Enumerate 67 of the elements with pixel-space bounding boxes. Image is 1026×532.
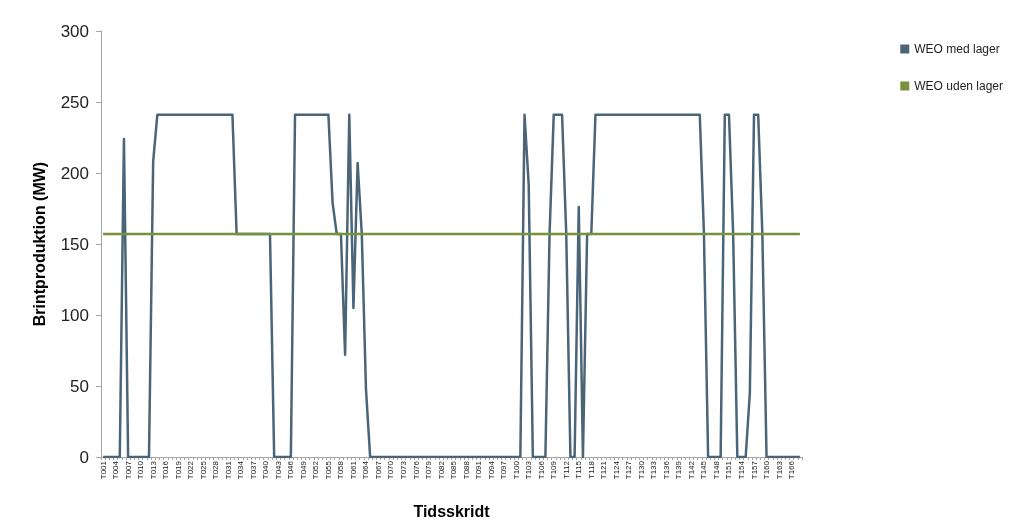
x-tick-label: T097	[499, 460, 509, 480]
x-tick-label: T052	[311, 460, 321, 480]
x-tick-label: T004	[111, 460, 121, 480]
x-tick-label: T154	[737, 460, 746, 480]
x-tick-label: T100	[511, 460, 521, 480]
x-tick-label: T067	[373, 460, 383, 480]
legend-label: WEO uden lager	[914, 79, 1004, 93]
y-tick-label: 250	[60, 92, 89, 112]
x-tick-label: T010	[136, 460, 146, 480]
x-tick-label: T148	[711, 460, 721, 480]
x-tick-label: T127	[624, 460, 634, 480]
x-tick-label: T106	[536, 460, 546, 480]
x-tick-label: T073	[399, 460, 409, 480]
y-tick-label: 300	[60, 21, 89, 41]
x-tick-label: T031	[223, 460, 233, 480]
x-tick-label: T055	[323, 460, 333, 480]
x-axis-title: Tidsskridt	[413, 502, 491, 520]
y-tick-label: 200	[60, 163, 89, 183]
x-tick-label: T091	[474, 460, 484, 480]
x-tick-label: T142	[686, 460, 696, 480]
x-tick-label: T124	[611, 460, 621, 480]
x-tick-label: T061	[348, 460, 358, 480]
x-tick-label: T016	[161, 460, 171, 480]
x-tick-label: T043	[273, 460, 283, 480]
x-tick-label: T109	[549, 460, 559, 480]
x-tick-label: T166	[787, 460, 797, 480]
x-tick-label: T019	[173, 460, 183, 480]
x-tick-label: T112	[561, 460, 571, 479]
x-tick-label: T049	[298, 460, 308, 480]
x-tick-label: T079	[424, 460, 434, 480]
x-tick-label: T034	[236, 460, 246, 480]
legend-label: WEO med lager	[914, 42, 1000, 56]
x-tick-label: T028	[211, 460, 221, 480]
x-tick-label: T118	[586, 460, 596, 479]
x-tick-label: T103	[524, 460, 534, 480]
x-tick-label: T070	[386, 460, 396, 480]
x-tick-label: T151	[724, 460, 734, 480]
x-tick-label: T025	[198, 460, 208, 480]
x-tick-label: T145	[699, 460, 709, 480]
x-tick-label: T088	[461, 460, 471, 480]
x-tick-label: T133	[649, 460, 659, 480]
x-tick-label: T076	[411, 460, 421, 480]
x-tick-label: T085	[449, 460, 459, 480]
y-tick-label: 0	[79, 447, 89, 467]
x-tick-label: T157	[749, 460, 759, 480]
x-tick-label: T001	[98, 460, 108, 480]
x-tick-label: T040	[261, 460, 271, 480]
x-tick-label: T136	[661, 460, 671, 480]
x-tick-label: T064	[361, 460, 371, 480]
x-tick-label: T082	[436, 460, 446, 480]
y-tick-label: 50	[70, 376, 89, 396]
x-tick-label: T139	[674, 460, 684, 480]
x-tick-label: T130	[636, 460, 646, 480]
x-tick-label: T022	[186, 460, 196, 480]
x-tick-label: T094	[486, 460, 496, 480]
x-tick-label: T013	[148, 460, 158, 480]
x-tick-label: T058	[336, 460, 346, 480]
x-tick-label: T163	[774, 460, 784, 480]
x-tick-label: T037	[248, 460, 258, 480]
y-tick-label: 100	[60, 305, 89, 325]
x-tick-label: T046	[286, 460, 296, 480]
x-tick-label: T115	[574, 460, 584, 479]
y-tick-label: 150	[60, 234, 89, 254]
x-tick-label: T121	[599, 460, 609, 480]
x-tick-label: T160	[762, 460, 772, 480]
y-axis-title: Brintproduktion (MW)	[30, 161, 48, 327]
x-tick-label: T007	[123, 460, 133, 480]
